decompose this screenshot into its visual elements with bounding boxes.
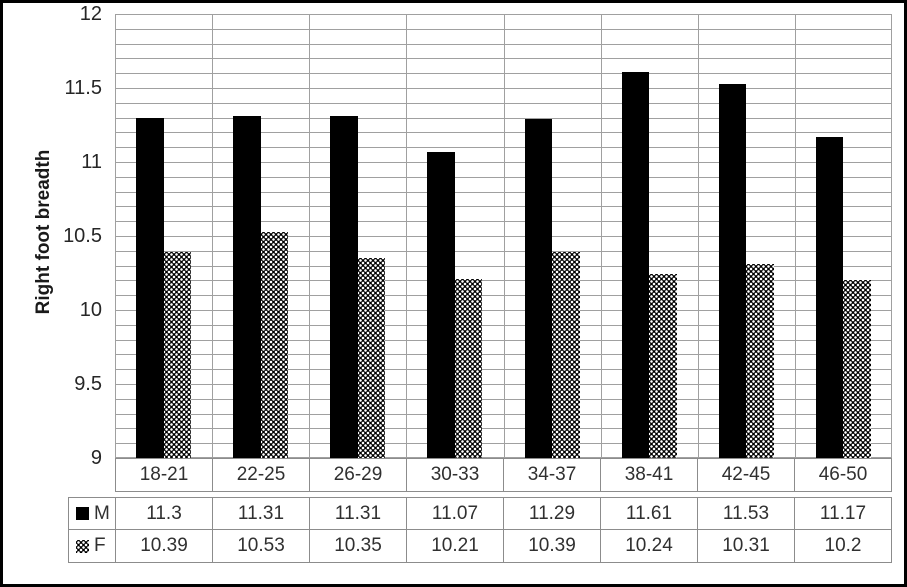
data-table: M 11.3 11.31 11.31 11.07 11.29 11.61 11.53 11.1… — [68, 497, 892, 563]
bar-m-42-45 — [719, 84, 746, 458]
plot-area — [115, 14, 892, 458]
gridline-horizontal — [115, 428, 892, 429]
legend-cell-f: F — [69, 530, 115, 562]
gridline-horizontal — [115, 340, 892, 341]
gridline-horizontal — [115, 58, 892, 59]
table-value-cell-m: 11.29 — [503, 498, 600, 529]
bar-m-18-21 — [136, 118, 164, 458]
legend-swatch-m-icon — [76, 507, 89, 520]
table-value-cell-m: 11.07 — [406, 498, 503, 529]
gridline-vertical — [406, 14, 407, 458]
bar-m-34-37 — [525, 119, 552, 458]
bar-f-46-50 — [843, 280, 871, 458]
bar-f-38-41 — [649, 274, 677, 458]
bar-f-34-37 — [552, 252, 580, 458]
x-category-label: 38-41 — [600, 459, 697, 491]
gridline-horizontal — [115, 44, 892, 45]
table-value-cell-f: 10.2 — [794, 530, 891, 562]
gridline-vertical — [212, 14, 213, 458]
table-value-cell-m: 11.3 — [115, 498, 212, 529]
gridline-horizontal — [115, 14, 892, 15]
gridline-vertical — [891, 14, 892, 458]
table-row-f: F 10.39 10.53 10.35 10.21 10.39 10.24 10.31 10.… — [68, 530, 892, 563]
y-tick-label: 9.5 — [74, 373, 102, 395]
x-category-label: 26-29 — [309, 459, 406, 491]
gridline-horizontal — [115, 162, 892, 163]
gridline-vertical — [698, 14, 699, 458]
gridline-horizontal — [115, 192, 892, 193]
legend-label-f: F — [94, 535, 106, 556]
table-value-cell-m: 11.31 — [212, 498, 309, 529]
bar-f-22-25 — [261, 232, 288, 458]
gridline-vertical — [504, 14, 505, 458]
gridline-horizontal — [115, 251, 892, 252]
y-axis-title: Right foot breadth — [33, 149, 54, 315]
bar-m-22-25 — [233, 116, 261, 458]
table-value-cell-f: 10.31 — [697, 530, 794, 562]
x-category-label: 46-50 — [794, 459, 891, 491]
bar-m-26-29 — [330, 116, 358, 458]
legend-swatch-f-icon — [76, 539, 89, 553]
y-tick-label: 9 — [90, 447, 102, 469]
gridline-horizontal — [115, 236, 892, 237]
y-tick-label: 11.5 — [64, 77, 102, 99]
gridline-horizontal — [115, 118, 892, 119]
table-value-cell-f: 10.39 — [503, 530, 600, 562]
table-value-cell-f: 10.24 — [600, 530, 697, 562]
bar-m-46-50 — [816, 137, 843, 458]
x-axis-category-row: 18-21 22-25 26-29 30-33 34-37 38-41 42-45 46-50 — [115, 458, 892, 492]
y-tick-label: 12 — [79, 3, 102, 25]
bar-f-42-45 — [746, 264, 774, 458]
gridline-vertical — [601, 14, 602, 458]
gridline-horizontal — [115, 369, 892, 370]
table-value-cell-m: 11.31 — [309, 498, 406, 529]
bar-m-38-41 — [622, 72, 649, 458]
table-value-cell-f: 10.21 — [406, 530, 503, 562]
table-value-cell-f: 10.35 — [309, 530, 406, 562]
gridline-horizontal — [115, 73, 892, 74]
gridline-vertical — [309, 14, 310, 458]
table-value-cell-f: 10.53 — [212, 530, 309, 562]
gridline-horizontal — [115, 325, 892, 326]
gridline-horizontal — [115, 29, 892, 30]
gridline-horizontal — [115, 414, 892, 415]
gridline-vertical — [795, 14, 796, 458]
legend-cell-m: M — [69, 498, 115, 529]
table-value-cell-m: 11.17 — [794, 498, 891, 529]
bar-f-30-33 — [455, 279, 482, 458]
gridline-horizontal — [115, 266, 892, 267]
gridline-horizontal — [115, 147, 892, 148]
bar-f-18-21 — [164, 252, 191, 458]
x-category-label: 30-33 — [406, 459, 503, 491]
gridline-horizontal — [115, 443, 892, 444]
bar-m-30-33 — [427, 152, 455, 458]
gridline-horizontal — [115, 457, 892, 458]
gridline-horizontal — [115, 132, 892, 133]
bar-f-26-29 — [358, 258, 385, 458]
table-value-cell-f: 10.39 — [115, 530, 212, 562]
gridline-horizontal — [115, 310, 892, 311]
gridline-horizontal — [115, 280, 892, 281]
gridline-horizontal — [115, 206, 892, 207]
gridline-horizontal — [115, 88, 892, 89]
gridline-vertical — [115, 14, 116, 458]
x-category-label: 22-25 — [212, 459, 309, 491]
gridline-horizontal — [115, 103, 892, 104]
gridline-horizontal — [115, 177, 892, 178]
gridline-horizontal — [115, 399, 892, 400]
gridline-horizontal — [115, 384, 892, 385]
x-category-label: 34-37 — [503, 459, 600, 491]
table-value-cell-m: 11.53 — [697, 498, 794, 529]
x-category-label: 18-21 — [139, 464, 189, 485]
legend-label-m: M — [94, 502, 110, 524]
table-row-m: M 11.3 11.31 11.31 11.07 11.29 11.61 11.53 11.1… — [68, 497, 892, 530]
gridline-horizontal — [115, 354, 892, 355]
gridline-horizontal — [115, 295, 892, 296]
x-category-label: 42-45 — [697, 459, 794, 491]
table-value-cell-m: 11.61 — [600, 498, 697, 529]
gridline-horizontal — [115, 221, 892, 222]
